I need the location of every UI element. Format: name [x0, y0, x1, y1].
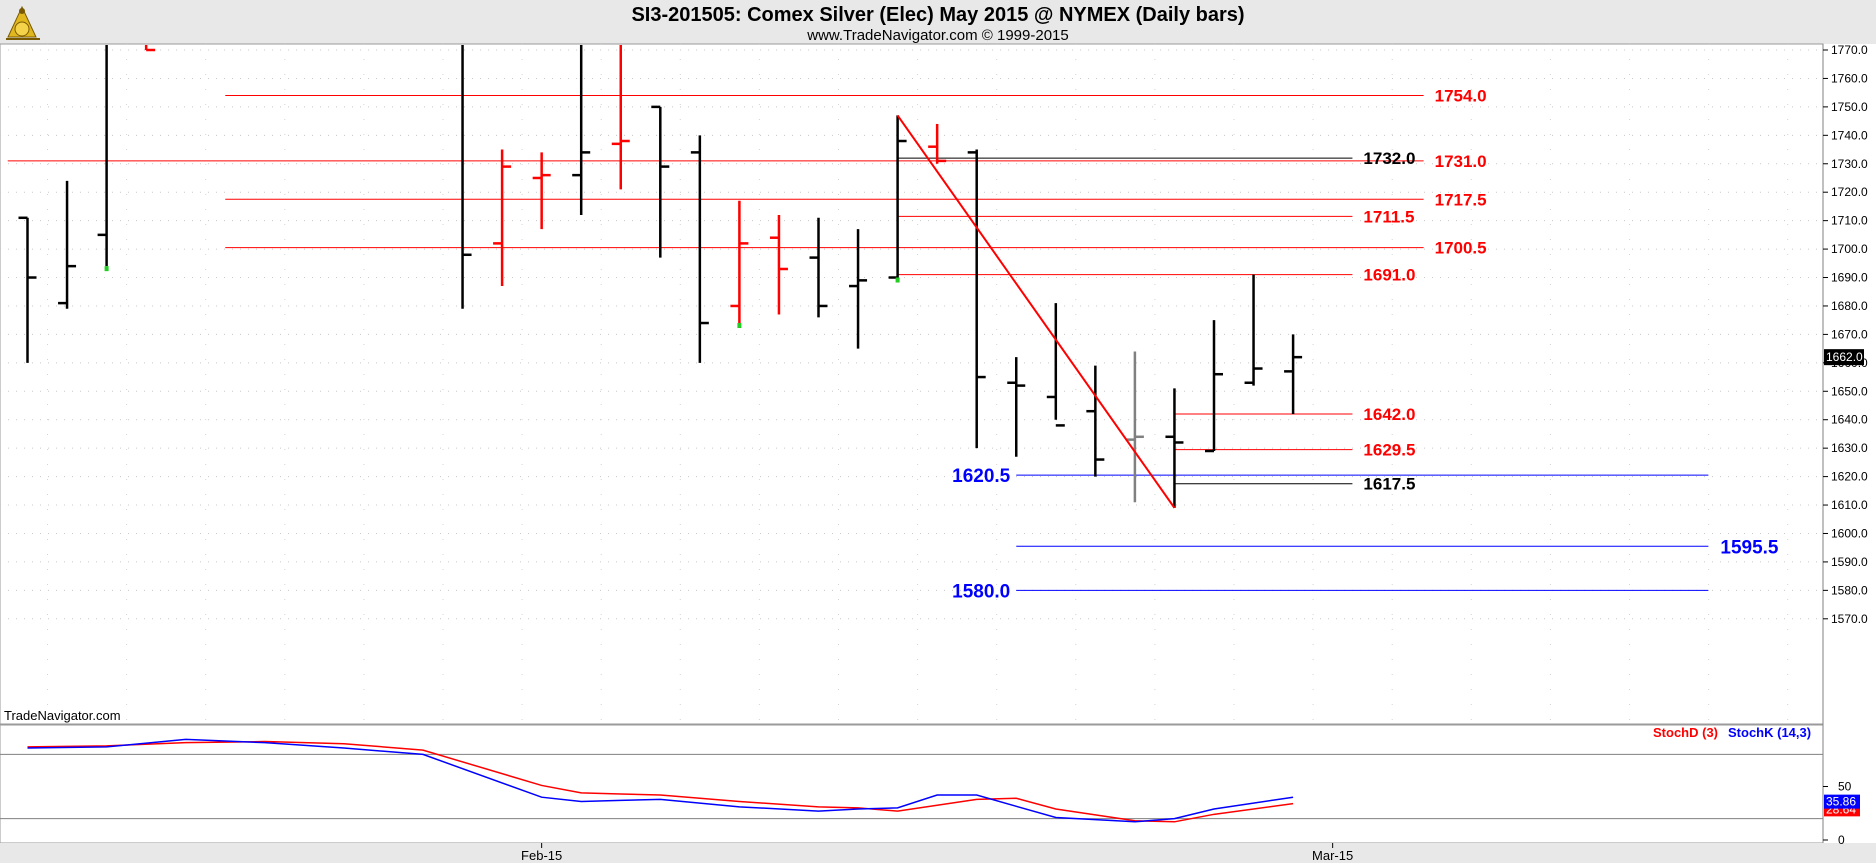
- stoch-line-red: [27, 740, 1294, 823]
- last-price-tag: 1662.0: [1824, 349, 1864, 366]
- y-tick-label: 1710.0: [1831, 214, 1868, 228]
- ohlc-bar: [1046, 303, 1065, 427]
- price-axis: [1823, 44, 1876, 843]
- level-label: 1717.5: [1435, 190, 1487, 209]
- level-label: 1731.0: [1435, 152, 1487, 171]
- trendline: [896, 114, 1176, 509]
- chart-subtitle: www.TradeNavigator.com © 1999-2015: [806, 27, 1068, 44]
- level-label: 1629.5: [1363, 441, 1415, 460]
- stoch-current-value: 35.86: [1826, 795, 1856, 809]
- y-tick-label: 1570.0: [1831, 612, 1868, 626]
- y-tick-label: 1730.0: [1831, 157, 1868, 171]
- y-tick-label: 1760.0: [1831, 71, 1868, 85]
- svg-text:1662.0: 1662.0: [1826, 350, 1863, 364]
- ohlc-bar: [461, 45, 472, 309]
- level-label: 1732.0: [1363, 149, 1415, 168]
- level-label: 1691.0: [1363, 266, 1415, 285]
- stoch-current-tag: 35.86: [1824, 794, 1860, 809]
- green-marker: [104, 266, 109, 272]
- ohlc-bar: [493, 149, 512, 287]
- ohlc-bar: [1165, 388, 1184, 508]
- ohlc-bar: [611, 45, 630, 190]
- date-axis: Feb-15 Mar-15: [521, 843, 1353, 863]
- level-label: 1642.0: [1363, 405, 1415, 424]
- stoch-tick-label: 50: [1838, 780, 1852, 794]
- level-label: 1580.0: [952, 581, 1010, 602]
- ohlc-bar: [144, 45, 156, 52]
- ohlc-bar: [532, 152, 551, 230]
- ohlc-bar: [1205, 320, 1223, 453]
- support-resistance-levels: 1754.0 1731.0 1717.5 1700.5 1732.0 1711.5 1691…: [7, 87, 1779, 602]
- level-label: 1700.5: [1435, 239, 1487, 258]
- ohlc-bar: [690, 135, 709, 363]
- y-tick-label: 1670.0: [1831, 327, 1868, 341]
- y-tick-label: 1750.0: [1831, 100, 1868, 114]
- level-label: 1754.0: [1435, 87, 1487, 106]
- price-bars: [18, 45, 1303, 508]
- x-tick-label: Mar-15: [1312, 848, 1353, 863]
- y-tick-label: 1700.0: [1831, 242, 1868, 256]
- y-tick-label: 1580.0: [1831, 583, 1868, 597]
- sextant-logo-icon: [6, 5, 40, 40]
- price-panel: [0, 43, 1824, 725]
- level-label: 1711.5: [1363, 207, 1414, 226]
- y-tick-label: 1590.0: [1831, 555, 1868, 569]
- stoch-tick-label: 0: [1838, 833, 1845, 847]
- legend-stochk: StochK (14,3): [1728, 725, 1811, 740]
- green-marker: [737, 323, 742, 329]
- green-marker: [895, 277, 900, 283]
- stoch-current-bg: [1824, 794, 1860, 809]
- ohlc-bar: [769, 214, 788, 315]
- level-label: 1620.5: [952, 466, 1011, 487]
- stoch-line-blue: [27, 738, 1294, 823]
- ohlc-bar: [967, 149, 986, 449]
- y-tick-label: 1640.0: [1831, 413, 1868, 427]
- ohlc-bar: [1244, 274, 1263, 386]
- chart-title: SI3-201505: Comex Silver (Elec) May 2015…: [631, 4, 1244, 26]
- y-tick-label: 1650.0: [1831, 384, 1868, 398]
- ohlc-bar: [58, 180, 77, 309]
- ohlc-bar: [1007, 357, 1026, 457]
- y-tick-label: 1630.0: [1831, 441, 1868, 455]
- y-tick-label: 1690.0: [1831, 271, 1868, 285]
- y-tick-label: 1720.0: [1831, 185, 1868, 199]
- ohlc-bar: [651, 105, 670, 258]
- level-label: 1595.5: [1720, 537, 1779, 558]
- ohlc-bar: [18, 216, 37, 363]
- level-label: 1617.5: [1363, 475, 1415, 494]
- watermark: TradeNavigator.com: [4, 708, 121, 723]
- y-tick-label: 1620.0: [1831, 470, 1868, 484]
- ohlc-bar: [809, 217, 828, 318]
- ohlc-bar: [849, 229, 868, 349]
- ohlc-bar: [1086, 365, 1105, 477]
- y-tick-label: 1610.0: [1831, 498, 1868, 512]
- x-tick-label: Feb-15: [521, 848, 562, 863]
- ohlc-bar: [97, 45, 108, 267]
- y-tick-label: 1770.0: [1831, 43, 1868, 57]
- ohlc-bar: [928, 123, 947, 164]
- y-tick-label: 1600.0: [1831, 526, 1868, 540]
- ohlc-bar: [1284, 334, 1303, 415]
- legend-stochd: StochD (3): [1653, 725, 1718, 740]
- ohlc-bar: [730, 200, 749, 324]
- y-tick-label: 1680.0: [1831, 299, 1868, 313]
- y-tick-label: 1740.0: [1831, 128, 1868, 142]
- ohlc-bar: [572, 45, 591, 215]
- trendline-segment: [896, 114, 1176, 509]
